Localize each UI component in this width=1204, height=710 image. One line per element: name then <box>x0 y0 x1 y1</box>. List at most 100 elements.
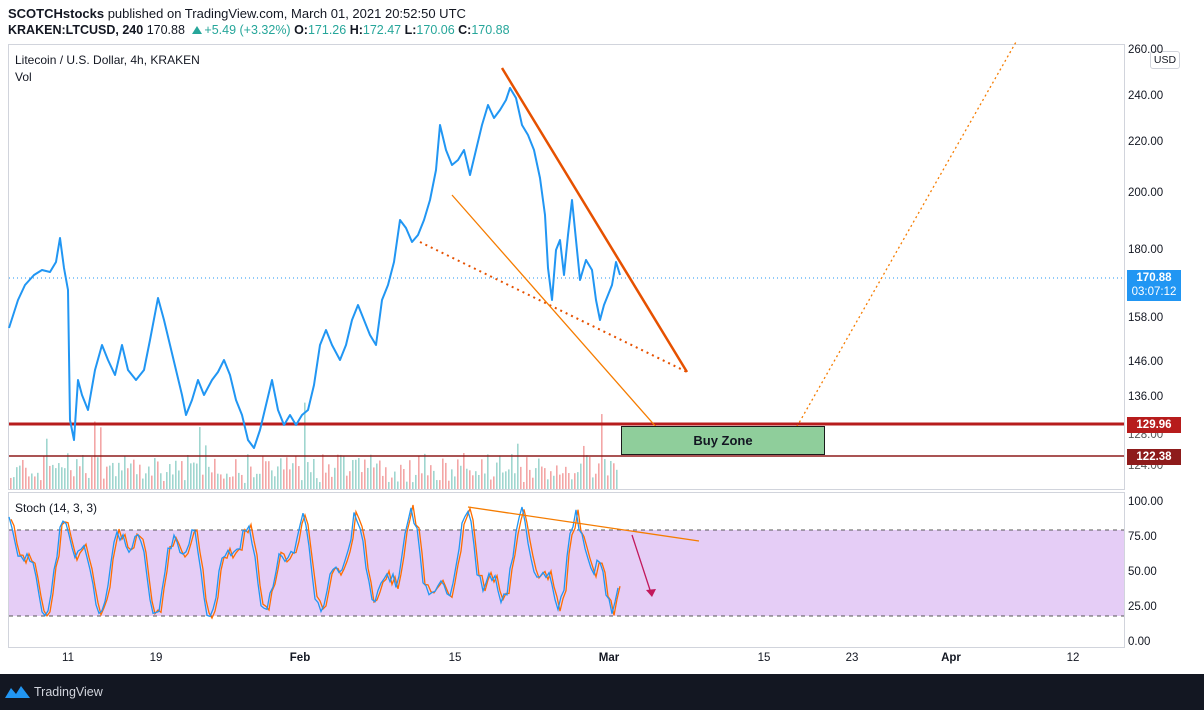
current-price-value: 170.88 <box>1136 272 1172 284</box>
volume-bar <box>193 462 195 489</box>
volume-bar <box>451 469 453 489</box>
price-axis[interactable] <box>1125 44 1196 490</box>
volume-bar <box>85 473 87 489</box>
volume-bar <box>163 480 165 489</box>
volume-bar <box>427 475 429 489</box>
volume-bar <box>241 474 243 489</box>
breakout-projection-dotted[interactable] <box>786 41 1017 445</box>
price-tick: 260.00 <box>1128 44 1164 56</box>
volume-bar <box>463 453 465 489</box>
volume-bar <box>559 474 561 489</box>
volume-bar <box>367 467 369 489</box>
volume-bar <box>307 462 309 489</box>
buy-zone-box[interactable]: Buy Zone <box>621 426 825 455</box>
resistance-tag: 129.96 <box>1127 417 1181 433</box>
stoch-tick: 0.00 <box>1128 636 1151 648</box>
volume-bar <box>493 476 495 489</box>
volume-bar <box>106 466 108 489</box>
stoch-tick: 25.00 <box>1128 601 1157 613</box>
close-value: 170.88 <box>471 23 510 37</box>
volume-bar <box>616 469 618 489</box>
volume-bar <box>271 470 273 489</box>
price-tick: 158.00 <box>1128 312 1164 324</box>
stoch-divergence-line[interactable] <box>467 506 700 542</box>
volume-bar <box>466 468 468 489</box>
volume-bar <box>529 469 531 489</box>
stoch-axis[interactable] <box>1125 492 1196 648</box>
volume-bars <box>10 402 618 489</box>
price-change: +5.49 (+3.32%) <box>204 23 291 37</box>
time-tick: 11 <box>62 652 74 664</box>
volume-bar <box>22 459 24 489</box>
volume-bar <box>358 457 360 489</box>
volume-bar <box>325 472 327 489</box>
volume-bar <box>490 479 492 489</box>
volume-bar <box>214 458 216 489</box>
high-label: H: <box>349 23 363 37</box>
volume-bar <box>541 466 543 489</box>
lower-trendline-dotted[interactable] <box>419 241 688 373</box>
volume-bar <box>172 474 174 489</box>
volume-bar <box>412 482 414 489</box>
high-value: 172.47 <box>362 23 402 37</box>
brand-name[interactable]: TradingView <box>34 685 103 699</box>
volume-bar <box>16 467 18 489</box>
volume-bar <box>292 463 294 489</box>
stoch-title: Stoch (14, 3, 3) <box>15 501 98 515</box>
projection-line[interactable] <box>451 194 673 446</box>
volume-bar <box>196 463 198 489</box>
volume-bar <box>190 463 192 489</box>
volume-bar <box>610 460 612 489</box>
volume-bar <box>586 454 588 489</box>
volume-bar <box>613 463 615 489</box>
low-value: 170.06 <box>416 23 455 37</box>
volume-bar <box>484 473 486 489</box>
stoch-tick: 75.00 <box>1128 531 1157 543</box>
volume-bar <box>331 476 333 489</box>
volume-bar <box>313 459 315 489</box>
volume-bar <box>223 478 225 489</box>
price-tick: 146.00 <box>1128 356 1164 368</box>
volume-bar <box>595 473 597 489</box>
volume-bar <box>436 480 438 489</box>
publisher-name[interactable]: SCOTCHstocks <box>8 6 105 21</box>
volume-bar <box>64 468 66 489</box>
volume-bar <box>28 476 30 489</box>
volume-bar <box>388 481 390 489</box>
volume-bar <box>247 454 249 489</box>
volume-bar <box>346 475 348 489</box>
volume-bar <box>301 480 303 489</box>
stoch-tick: 50.00 <box>1128 566 1157 578</box>
volume-bar <box>532 477 534 489</box>
volume-bar <box>61 467 63 489</box>
currency-label[interactable]: USD <box>1150 51 1180 69</box>
volume-bar <box>421 473 423 489</box>
symbol-name[interactable]: KRAKEN:LTCUSD <box>8 23 116 37</box>
volume-bar <box>139 464 141 489</box>
volume-bar <box>439 480 441 489</box>
volume-bar <box>40 480 42 489</box>
volume-bar <box>370 454 372 489</box>
downtrend-line[interactable] <box>500 67 689 373</box>
chart-header: SCOTCHstocks published on TradingView.co… <box>0 0 1204 44</box>
volume-bar <box>277 466 279 489</box>
volume-bar <box>151 475 153 489</box>
publish-info: SCOTCHstocks published on TradingView.co… <box>8 6 466 21</box>
volume-bar <box>478 474 480 489</box>
volume-bar <box>160 473 162 489</box>
volume-bar <box>112 462 114 489</box>
volume-bar <box>469 470 471 489</box>
volume-bar <box>232 476 234 489</box>
volume-bar <box>424 453 426 489</box>
volume-bar <box>352 460 354 489</box>
volume-bar <box>520 466 522 489</box>
volume-bar <box>397 481 399 489</box>
volume-bar <box>67 453 69 489</box>
interval[interactable]: 240 <box>122 23 144 37</box>
price-pane[interactable] <box>8 44 1125 490</box>
volume-bar <box>385 467 387 489</box>
volume-bar <box>169 464 171 489</box>
volume-bar <box>148 466 150 489</box>
low-label: L: <box>404 23 417 37</box>
